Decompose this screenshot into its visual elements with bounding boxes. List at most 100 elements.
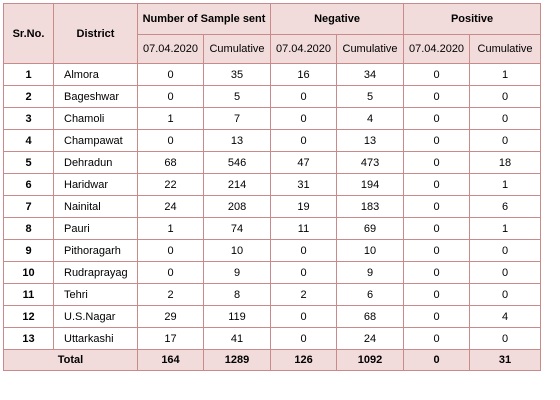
- cell-sent-cum: 74: [202, 217, 272, 240]
- table-row: 5 Dehradun 68 546 47 473 0 18: [3, 151, 542, 174]
- cell-sent-day: 1: [137, 107, 204, 130]
- cell-sr: 7: [3, 195, 54, 218]
- cell-sent-day: 1: [137, 217, 204, 240]
- cell-district: Haridwar: [53, 173, 138, 196]
- cell-neg-cum: 183: [336, 195, 405, 218]
- cell-sr: 2: [3, 85, 54, 108]
- cell-neg-day: 0: [270, 327, 338, 350]
- cell-sent-day: 0: [137, 63, 204, 86]
- cell-pos-day: 0: [403, 305, 471, 328]
- total-sent-day: 164: [137, 349, 204, 371]
- total-row: Total 164 1289 126 1092 0 31: [3, 349, 542, 371]
- cell-sr: 8: [3, 217, 54, 240]
- cell-neg-day: 47: [270, 151, 338, 174]
- cell-sent-cum: 208: [202, 195, 272, 218]
- cell-pos-cum: 1: [469, 63, 542, 86]
- table-row: 13 Uttarkashi 17 41 0 24 0 0: [3, 327, 542, 350]
- header-sent-cumulative: Cumulative: [202, 34, 272, 64]
- cell-neg-day: 0: [270, 85, 338, 108]
- cell-sent-cum: 41: [202, 327, 272, 350]
- cell-pos-day: 0: [403, 85, 471, 108]
- cell-pos-day: 0: [403, 63, 471, 86]
- cell-sent-cum: 214: [202, 173, 272, 196]
- cell-sent-cum: 119: [202, 305, 272, 328]
- cell-pos-cum: 0: [469, 261, 542, 284]
- cell-district: Dehradun: [53, 151, 138, 174]
- cell-district: Tehri: [53, 283, 138, 306]
- cell-sr: 5: [3, 151, 54, 174]
- cell-neg-day: 0: [270, 239, 338, 262]
- cell-sent-cum: 10: [202, 239, 272, 262]
- cell-neg-cum: 473: [336, 151, 405, 174]
- cell-district: Nainital: [53, 195, 138, 218]
- cell-sent-day: 17: [137, 327, 204, 350]
- cell-sent-cum: 546: [202, 151, 272, 174]
- header-negative-cumulative: Cumulative: [336, 34, 405, 64]
- cell-pos-cum: 0: [469, 239, 542, 262]
- header-district: District: [53, 3, 138, 64]
- total-pos-day: 0: [403, 349, 471, 371]
- cell-neg-day: 31: [270, 173, 338, 196]
- cell-district: Champawat: [53, 129, 138, 152]
- cell-sr: 9: [3, 239, 54, 262]
- cell-neg-day: 11: [270, 217, 338, 240]
- cell-sr: 6: [3, 173, 54, 196]
- cell-neg-day: 0: [270, 305, 338, 328]
- cell-sent-day: 0: [137, 85, 204, 108]
- cell-sent-cum: 7: [202, 107, 272, 130]
- cell-neg-day: 2: [270, 283, 338, 306]
- cell-pos-cum: 0: [469, 129, 542, 152]
- total-pos-cum: 31: [469, 349, 542, 371]
- cell-sr: 12: [3, 305, 54, 328]
- total-neg-day: 126: [270, 349, 338, 371]
- cell-neg-day: 19: [270, 195, 338, 218]
- cell-sent-day: 0: [137, 129, 204, 152]
- cell-pos-day: 0: [403, 129, 471, 152]
- cell-neg-cum: 5: [336, 85, 405, 108]
- cell-neg-day: 16: [270, 63, 338, 86]
- table-row: 7 Nainital 24 208 19 183 0 6: [3, 195, 542, 218]
- cell-district: Almora: [53, 63, 138, 86]
- cell-sent-day: 0: [137, 261, 204, 284]
- table-row: 6 Haridwar 22 214 31 194 0 1: [3, 173, 542, 196]
- cell-district: Pithoragarh: [53, 239, 138, 262]
- cell-sent-cum: 8: [202, 283, 272, 306]
- cell-neg-day: 0: [270, 107, 338, 130]
- cell-district: Uttarkashi: [53, 327, 138, 350]
- total-sent-cum: 1289: [202, 349, 272, 371]
- cell-sent-day: 29: [137, 305, 204, 328]
- cell-pos-cum: 18: [469, 151, 542, 174]
- cell-neg-cum: 24: [336, 327, 405, 350]
- cell-neg-cum: 68: [336, 305, 405, 328]
- cell-neg-cum: 13: [336, 129, 405, 152]
- cell-pos-cum: 1: [469, 217, 542, 240]
- header-sr-no: Sr.No.: [3, 3, 54, 64]
- cell-pos-cum: 0: [469, 327, 542, 350]
- cell-pos-cum: 6: [469, 195, 542, 218]
- table-row: 1 Almora 0 35 16 34 0 1: [3, 63, 542, 86]
- cell-neg-cum: 4: [336, 107, 405, 130]
- cell-pos-cum: 1: [469, 173, 542, 196]
- cell-district: U.S.Nagar: [53, 305, 138, 328]
- table-row: 8 Pauri 1 74 11 69 0 1: [3, 217, 542, 240]
- cell-sr: 10: [3, 261, 54, 284]
- table-row: 11 Tehri 2 8 2 6 0 0: [3, 283, 542, 306]
- cell-neg-cum: 9: [336, 261, 405, 284]
- cell-district: Bageshwar: [53, 85, 138, 108]
- table-row: 2 Bageshwar 0 5 0 5 0 0: [3, 85, 542, 108]
- cell-pos-cum: 0: [469, 85, 542, 108]
- cell-pos-day: 0: [403, 327, 471, 350]
- cell-pos-day: 0: [403, 283, 471, 306]
- cell-sr: 1: [3, 63, 54, 86]
- total-label: Total: [3, 349, 138, 371]
- header-sent-date: 07.04.2020: [137, 34, 204, 64]
- cell-pos-cum: 0: [469, 283, 542, 306]
- cell-neg-cum: 10: [336, 239, 405, 262]
- cell-neg-cum: 34: [336, 63, 405, 86]
- cell-neg-cum: 6: [336, 283, 405, 306]
- cell-neg-day: 0: [270, 261, 338, 284]
- cell-district: Chamoli: [53, 107, 138, 130]
- header-positive-date: 07.04.2020: [403, 34, 471, 64]
- header-negative-date: 07.04.2020: [270, 34, 338, 64]
- table-row: 12 U.S.Nagar 29 119 0 68 0 4: [3, 305, 542, 328]
